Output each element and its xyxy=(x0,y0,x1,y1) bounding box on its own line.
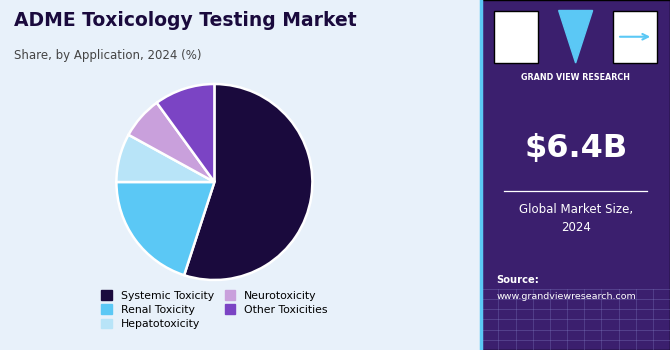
Wedge shape xyxy=(157,84,214,182)
Text: ADME Toxicology Testing Market: ADME Toxicology Testing Market xyxy=(15,10,357,29)
Text: Share, by Application, 2024 (%): Share, by Application, 2024 (%) xyxy=(15,49,202,62)
Wedge shape xyxy=(117,135,214,182)
FancyBboxPatch shape xyxy=(613,10,657,63)
Wedge shape xyxy=(129,103,214,182)
Text: www.grandviewresearch.com: www.grandviewresearch.com xyxy=(496,292,636,301)
Wedge shape xyxy=(117,182,214,275)
Legend: Systemic Toxicity, Renal Toxicity, Hepatotoxicity, Neurotoxicity, Other Toxiciti: Systemic Toxicity, Renal Toxicity, Hepat… xyxy=(97,286,332,334)
Polygon shape xyxy=(559,10,593,63)
FancyBboxPatch shape xyxy=(494,10,538,63)
Text: Global Market Size,
2024: Global Market Size, 2024 xyxy=(519,203,632,234)
Text: Source:: Source: xyxy=(496,275,539,285)
FancyBboxPatch shape xyxy=(481,0,670,350)
Text: $6.4B: $6.4B xyxy=(524,133,627,164)
Text: GRAND VIEW RESEARCH: GRAND VIEW RESEARCH xyxy=(521,74,630,83)
Wedge shape xyxy=(184,84,312,280)
